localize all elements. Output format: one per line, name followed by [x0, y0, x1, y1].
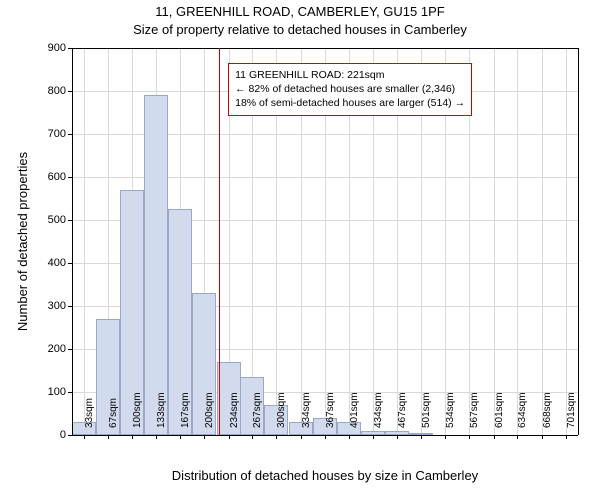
x-tick-label: 701sqm: [566, 392, 577, 428]
x-tick-label: 501sqm: [421, 392, 432, 428]
x-tick-label: 467sqm: [397, 392, 408, 428]
chart-title-line1: 11, GREENHILL ROAD, CAMBERLEY, GU15 1PF: [0, 4, 600, 19]
x-tick-label: 234sqm: [229, 392, 240, 428]
y-axis-label: Number of detached properties: [16, 48, 30, 435]
y-tick-label: 0: [60, 429, 66, 441]
x-tick-label: 267sqm: [252, 392, 263, 428]
x-tick-label: 367sqm: [325, 392, 336, 428]
x-tick-label: 300sqm: [276, 392, 287, 428]
y-tick-label: 900: [48, 42, 66, 54]
y-tick-label: 800: [48, 85, 66, 97]
reference-line: [219, 48, 220, 435]
x-tick-label: 200sqm: [204, 392, 215, 428]
y-tick-label: 700: [48, 128, 66, 140]
annotation-line: ← 82% of detached houses are smaller (2,…: [235, 82, 465, 96]
x-tick-label: 133sqm: [156, 392, 167, 428]
y-tick-label: 200: [48, 343, 66, 355]
x-tick-label: 33sqm: [84, 398, 95, 428]
x-tick-label: 668sqm: [542, 392, 553, 428]
x-tick-label: 434sqm: [373, 392, 384, 428]
plot-area: 11 GREENHILL ROAD: 221sqm← 82% of detach…: [72, 48, 578, 435]
annotation-line: 11 GREENHILL ROAD: 221sqm: [235, 68, 465, 82]
x-tick-label: 601sqm: [494, 392, 505, 428]
chart-title-line2: Size of property relative to detached ho…: [0, 22, 600, 37]
x-tick-label: 167sqm: [180, 392, 191, 428]
y-tick-label: 100: [48, 386, 66, 398]
x-tick-label: 334sqm: [301, 392, 312, 428]
annotation-box: 11 GREENHILL ROAD: 221sqm← 82% of detach…: [228, 63, 472, 116]
y-tick-label: 400: [48, 257, 66, 269]
x-tick-label: 567sqm: [469, 392, 480, 428]
y-tick-label: 300: [48, 300, 66, 312]
x-tick-label: 634sqm: [517, 392, 528, 428]
x-tick-label: 67sqm: [108, 398, 119, 428]
y-tick-label: 600: [48, 171, 66, 183]
x-tick-label: 534sqm: [445, 392, 456, 428]
annotation-line: 18% of semi-detached houses are larger (…: [235, 96, 465, 110]
x-tick-label: 401sqm: [349, 392, 360, 428]
y-tick-label: 500: [48, 214, 66, 226]
x-tick-label: 100sqm: [132, 392, 143, 428]
histogram-bar: [144, 95, 168, 435]
x-axis-label: Distribution of detached houses by size …: [72, 468, 578, 483]
